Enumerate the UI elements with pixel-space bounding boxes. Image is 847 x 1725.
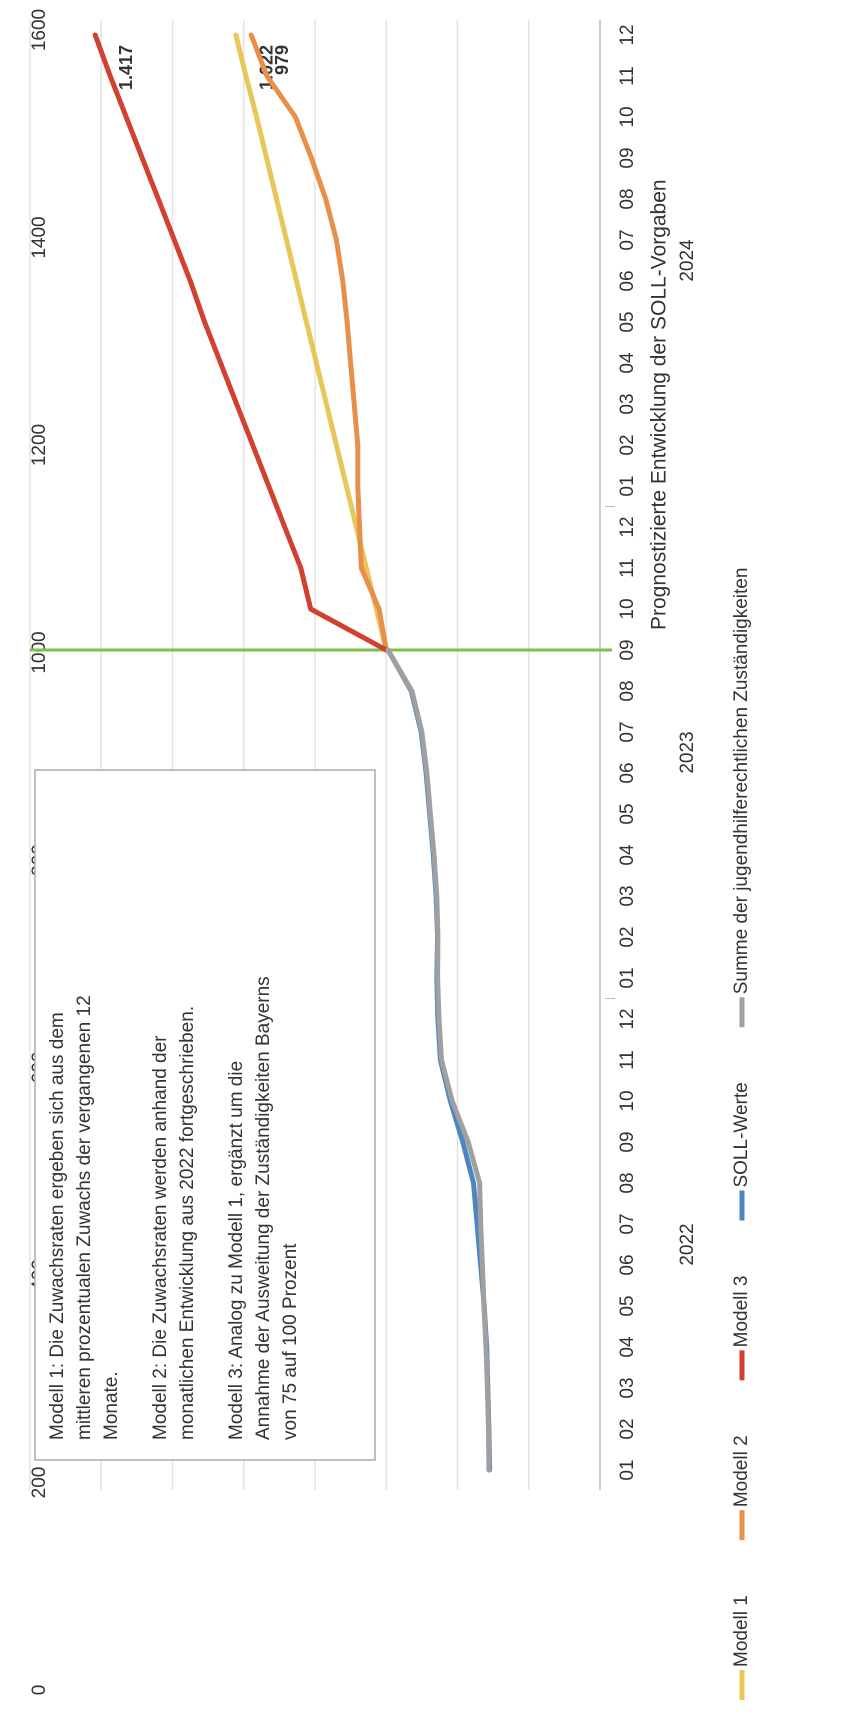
- y-tick-label: 1000: [29, 631, 50, 673]
- x-tick-label: 06: [617, 270, 638, 291]
- x-tick-label: 01: [617, 967, 638, 988]
- x-tick-label: 05: [617, 803, 638, 824]
- annotation-line: Monate.: [101, 1371, 122, 1440]
- x-tick-label: 08: [617, 188, 638, 209]
- legend: Modell 1 Modell 2 Modell 3 SOLL-Werte Summe …: [731, 568, 752, 1700]
- annotation-line: Modell 1: Die Zuwachsraten ergeben sich …: [47, 1012, 68, 1440]
- annotation-line: Annahme der Ausweitung der Zuständigkeit…: [253, 976, 274, 1440]
- x-tick-label: 11: [617, 66, 638, 86]
- annotation-box: [34, 769, 376, 1461]
- annotation-text: Modell 1: Die Zuwachsraten ergeben sich …: [47, 976, 301, 1440]
- forecast-label: Prognostizierte Entwicklung der SOLL-Vor…: [648, 179, 671, 630]
- year-label: 2024: [677, 239, 698, 282]
- x-tick-label: 03: [617, 393, 638, 414]
- x-tick-label: 09: [617, 147, 638, 168]
- year-label: 2022: [677, 1223, 698, 1265]
- annotation-line: von 75 auf 100 Prozent: [280, 1243, 301, 1440]
- x-tick-label: 01: [617, 475, 638, 496]
- legend-label: Modell 3: [731, 1276, 752, 1348]
- legend-label: Modell 1: [731, 1595, 752, 1667]
- y-tick-label: 0: [29, 1685, 50, 1696]
- y-tick-label: 1400: [29, 216, 50, 258]
- series-line: [385, 647, 493, 1473]
- value-label: 979: [272, 45, 292, 75]
- x-tick-label: 04: [617, 352, 638, 374]
- x-tick-label: 08: [617, 1172, 638, 1193]
- x-tick-label: 04: [617, 844, 638, 866]
- x-tick-label: 05: [617, 1295, 638, 1316]
- legend-label: Modell 2: [731, 1435, 752, 1507]
- y-tick-label: 200: [29, 1467, 50, 1499]
- x-tick-label: 12: [617, 24, 638, 45]
- annotation-line: Modell 2: Die Zuwachsraten werden anhand…: [150, 1035, 171, 1440]
- legend-label: Summe der jugendhilferechtlichen Zuständ…: [731, 568, 752, 995]
- legend-label: SOLL-Werte: [731, 1082, 752, 1187]
- series-line: [248, 32, 389, 653]
- x-tick-label: 11: [617, 1050, 638, 1070]
- x-tick-label: 02: [617, 1418, 638, 1439]
- x-tick-label: 08: [617, 680, 638, 701]
- series-line: [92, 32, 389, 653]
- x-tick-label: 09: [617, 639, 638, 660]
- x-tick-label: 10: [617, 598, 638, 619]
- x-tick-label: 06: [617, 762, 638, 783]
- x-tick-label: 03: [617, 885, 638, 906]
- x-tick-label: 07: [617, 1213, 638, 1234]
- value-label: 1.417: [116, 45, 136, 90]
- year-label: 2023: [677, 731, 698, 773]
- x-tick-label: 07: [617, 229, 638, 250]
- x-tick-label: 04: [617, 1336, 638, 1358]
- x-tick-label: 07: [617, 721, 638, 742]
- annotation-line: Modell 3: Analog zu Modell 1, ergänzt um…: [226, 1061, 247, 1440]
- x-tick-label: 12: [617, 516, 638, 537]
- x-tick-label: 05: [617, 311, 638, 332]
- x-tick-label: 02: [617, 434, 638, 455]
- annotation-line: mittleren prozentualen Zuwachs der verga…: [74, 995, 95, 1440]
- y-tick-label: 1200: [29, 424, 50, 466]
- x-tick-label: 03: [617, 1377, 638, 1398]
- x-tick-label: 10: [617, 1090, 638, 1111]
- y-tick-label: 1600: [29, 9, 50, 51]
- annotation-line: monatlichen Entwicklung aus 2022 fortges…: [177, 1006, 198, 1440]
- x-tick-label: 02: [617, 926, 638, 947]
- x-tick-label: 12: [617, 1008, 638, 1029]
- x-tick-label: 01: [617, 1459, 638, 1480]
- series-line: [385, 647, 492, 1473]
- x-tick-label: 11: [617, 558, 638, 578]
- x-tick-label: 10: [617, 106, 638, 127]
- x-tick-label: 06: [617, 1254, 638, 1275]
- x-tick-label: 09: [617, 1131, 638, 1152]
- series-line: [233, 32, 389, 653]
